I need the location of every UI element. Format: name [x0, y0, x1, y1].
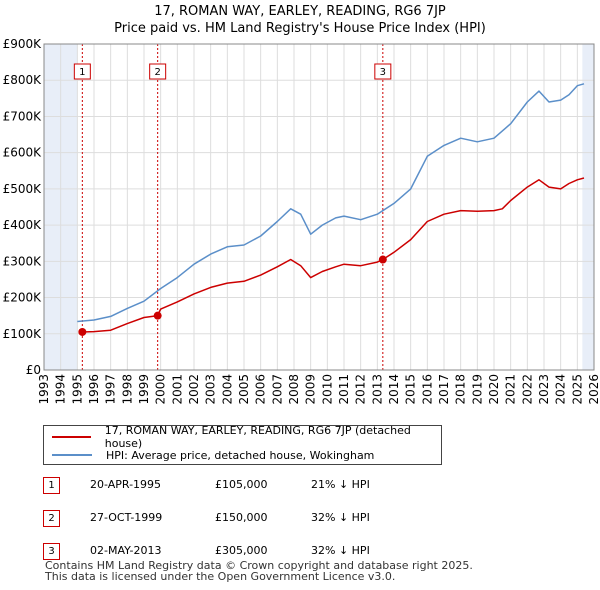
x-tick-label: 2003	[204, 374, 218, 405]
x-tick-label: 2017	[437, 374, 451, 405]
legend-item-hpi: HPI: Average price, detached house, Woki…	[52, 447, 374, 463]
y-tick-label: £800K	[3, 73, 43, 87]
footer-copyright: Contains HM Land Registry data © Crown c…	[45, 559, 473, 572]
sale-number-badge: 2	[43, 510, 60, 527]
x-tick-label: 1996	[87, 374, 101, 405]
y-tick-label: £600K	[3, 146, 43, 160]
legend-swatch-property	[52, 436, 91, 438]
x-tick-label: 1999	[137, 374, 151, 405]
sale-label-number: 3	[380, 67, 386, 78]
table-row: 2 27-OCT-1999 £150,000 32% ↓ HPI	[43, 508, 443, 541]
property-series-line	[82, 177, 585, 333]
x-tick-label: 1995	[70, 374, 84, 405]
x-tick-label: 2007	[270, 374, 284, 405]
x-tick-label: 2011	[337, 374, 351, 405]
x-tick-label: 1998	[120, 374, 134, 405]
x-tick-label: 2005	[237, 374, 251, 405]
sale-price: £305,000	[215, 544, 268, 557]
sale-price: £150,000	[215, 511, 268, 524]
sale-price: £105,000	[215, 478, 268, 491]
x-tick-label: 2015	[404, 374, 418, 405]
x-tick-label: 2019	[470, 374, 484, 405]
x-tick-label: 2025	[570, 374, 584, 405]
sale-point	[153, 311, 162, 320]
price-chart: £0 £100K £200K £300K £400K £500K £600K £700K £80…	[3, 37, 600, 405]
y-tick-label: £300K	[3, 254, 43, 268]
sale-hpi-diff: 21% ↓ HPI	[311, 478, 370, 491]
sale-label-box	[374, 63, 392, 80]
x-tick-label: 2026	[587, 374, 600, 405]
x-tick-label: 2000	[154, 374, 168, 405]
legend-label-hpi: HPI: Average price, detached house, Woki…	[106, 448, 375, 462]
legend: 17, ROMAN WAY, EARLEY, READING, RG6 7JP …	[43, 424, 442, 465]
table-row: 3 02-MAY-2013 £305,000 32% ↓ HPI	[43, 541, 443, 574]
sales-table: 1 20-APR-1995 £105,000 21% ↓ HPI 2 27-OC…	[43, 475, 443, 574]
x-tick-label: 2018	[454, 374, 468, 405]
y-tick-label: £0	[26, 363, 41, 377]
sale-hpi-diff: 32% ↓ HPI	[311, 544, 370, 557]
legend-label-property: 17, ROMAN WAY, EARLEY, READING, RG6 7JP …	[104, 424, 411, 450]
table-row: 1 20-APR-1995 £105,000 21% ↓ HPI	[43, 475, 443, 508]
sale-number-badge: 3	[43, 543, 60, 560]
y-tick-label: £900K	[3, 37, 43, 51]
sale-date: 20-APR-1995	[90, 478, 162, 491]
sale-number-badge: 1	[43, 477, 60, 494]
legend-item-property: 17, ROMAN WAY, EARLEY, READING, RG6 7JP …	[52, 424, 441, 450]
x-tick-label: 2022	[520, 374, 534, 405]
y-tick-label: £100K	[3, 327, 43, 341]
y-tick-label: £400K	[3, 218, 43, 232]
x-tick-label: 2008	[287, 374, 301, 405]
x-tick-label: 2024	[554, 374, 568, 405]
y-tick-label: £200K	[3, 291, 43, 305]
sale-label-number: 1	[79, 67, 85, 78]
y-tick-label: £500K	[3, 182, 43, 196]
x-tick-label: 2010	[320, 374, 334, 405]
y-tick-label: £700K	[3, 109, 43, 123]
x-tick-label: 2023	[537, 374, 551, 405]
x-tick-label: 2021	[504, 374, 518, 405]
plot-frame	[43, 43, 595, 371]
sale-label-box	[73, 63, 91, 80]
sale-point	[78, 327, 87, 336]
hpi-series-line	[77, 83, 585, 323]
x-tick-label: 2020	[487, 374, 501, 405]
x-tick-label: 2006	[254, 374, 268, 405]
x-tick-label: 2012	[354, 374, 368, 405]
footer: Contains HM Land Registry data © Crown c…	[45, 560, 473, 582]
sale-date: 27-OCT-1999	[90, 511, 163, 524]
x-tick-label: 2002	[187, 374, 201, 405]
sale-date: 02-MAY-2013	[90, 544, 162, 557]
sale-label-number: 2	[154, 67, 160, 78]
footer-licence: This data is licensed under the Open Gov…	[45, 570, 396, 583]
chart-subtitle: Price paid vs. HM Land Registry's House …	[114, 21, 486, 36]
shaded-region	[582, 44, 594, 370]
x-tick-label: 1994	[54, 374, 68, 405]
x-tick-label: 2013	[370, 374, 384, 405]
chart-title: 17, ROMAN WAY, EARLEY, READING, RG6 7JP	[154, 4, 446, 19]
sale-point	[378, 255, 387, 264]
x-tick-label: 2001	[170, 374, 184, 405]
sale-hpi-diff: 32% ↓ HPI	[311, 511, 370, 524]
x-tick-label: 1997	[104, 374, 118, 405]
x-tick-label: 1993	[37, 374, 51, 405]
legend-swatch-hpi	[52, 454, 92, 456]
x-tick-label: 2014	[387, 374, 401, 405]
x-tick-label: 2016	[420, 374, 434, 405]
x-tick-label: 2009	[304, 374, 318, 405]
x-tick-label: 2004	[220, 374, 234, 405]
sale-label-box	[149, 63, 167, 80]
